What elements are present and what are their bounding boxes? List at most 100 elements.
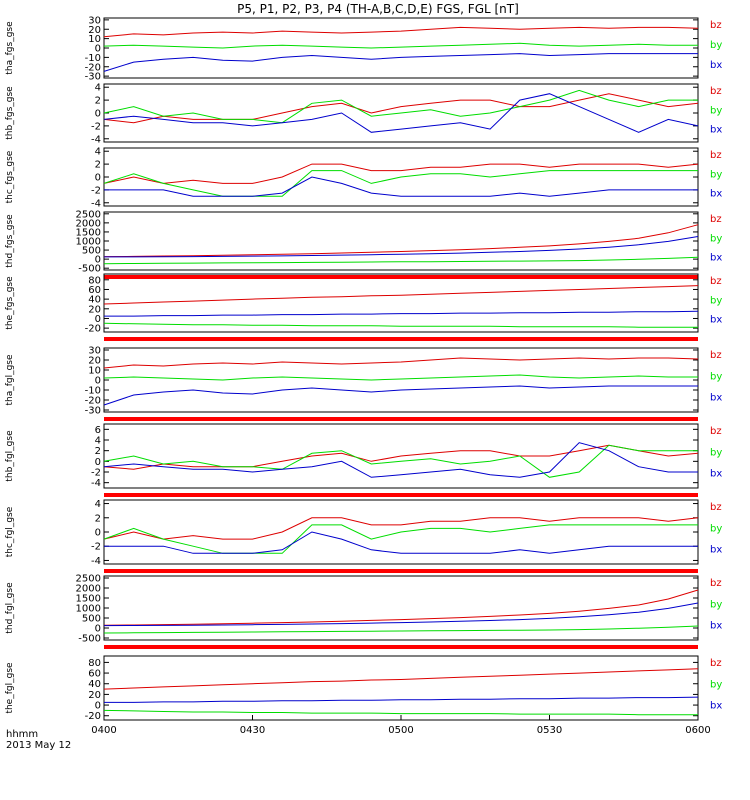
y-axis-label: tha_fgl_gse — [5, 354, 15, 406]
series-line-bz — [103, 93, 699, 124]
y-axis-label: the_fgl_gse — [5, 662, 15, 714]
y-tick-label: 10 — [88, 366, 101, 377]
series-line-bx — [103, 93, 699, 133]
series-line-by — [103, 322, 698, 328]
y-tick-label: 0 — [95, 255, 101, 266]
y-tick-label: -30 — [85, 406, 101, 417]
panel-frame — [103, 347, 699, 413]
y-tick-label: -500 — [78, 264, 101, 275]
x-tick-label: 0600 — [685, 725, 710, 736]
y-tick-label: 2 — [95, 513, 101, 524]
y-tick-label: 20 — [88, 304, 101, 315]
y-tick-label: -2 — [91, 185, 101, 196]
series-line-bz — [103, 589, 699, 626]
series-line-by — [103, 625, 699, 634]
y-tick-label: 60 — [88, 669, 101, 680]
legend-label-by: by — [710, 233, 722, 244]
legend-label-bx: bx — [710, 253, 722, 264]
series-line-bz — [103, 26, 699, 38]
y-tick-label: -20 — [85, 62, 101, 73]
x-tick-label: 0530 — [537, 725, 562, 736]
y-tick-label: 6 — [95, 425, 101, 436]
y-tick-label: 4 — [95, 147, 101, 158]
series-line-bx — [104, 531, 698, 554]
series-line-bx — [103, 53, 698, 72]
y-tick-label: -4 — [91, 198, 101, 209]
y-tick-label: 4 — [95, 499, 101, 510]
y-tick-label: 4 — [95, 83, 101, 94]
legend-label-by: by — [710, 105, 722, 116]
y-tick-label: 20 — [88, 25, 101, 36]
y-tick-label: 0 — [95, 314, 101, 325]
status-bar — [104, 645, 698, 649]
chart-title: P5, P1, P2, P3, P4 (TH-A,B,C,D,E) FGS, F… — [237, 2, 519, 16]
y-tick-label: 1000 — [76, 604, 101, 615]
y-tick-label: 0 — [95, 457, 101, 468]
y-tick-label: -4 — [91, 478, 101, 489]
legend-label-bx: bx — [710, 125, 722, 136]
legend-label-bz: bz — [710, 214, 722, 225]
y-tick-label: 2000 — [76, 218, 101, 229]
y-tick-label: 0 — [95, 376, 101, 387]
status-bar — [104, 493, 698, 497]
panel-frame — [103, 17, 699, 79]
y-axis-label: thc_fgl_gse — [5, 506, 15, 557]
legend-label-bx: bx — [710, 545, 722, 556]
panel-frame — [103, 423, 699, 489]
y-tick-label: -2 — [91, 468, 101, 479]
legend-label-by: by — [710, 371, 722, 382]
series-line-bx — [103, 385, 698, 406]
y-axis-label: tha_fgs_gse — [5, 21, 15, 75]
y-tick-label: -2 — [91, 121, 101, 132]
series-line-bz — [103, 285, 699, 305]
y-tick-label: 0 — [95, 109, 101, 120]
y-tick-label: 2 — [95, 446, 101, 457]
y-tick-label: -2 — [91, 542, 101, 553]
y-tick-label: -4 — [91, 134, 101, 145]
legend-label-bx: bx — [710, 621, 722, 632]
series-line-bx — [104, 310, 699, 317]
legend-label-bx: bx — [710, 469, 722, 480]
y-tick-label: 0 — [95, 624, 101, 635]
status-bar — [104, 275, 698, 279]
y-tick-label: 500 — [82, 246, 101, 257]
series-line-by — [103, 709, 698, 716]
y-tick-label: 1500 — [76, 594, 101, 605]
legend-label-bz: bz — [710, 150, 722, 161]
legend-label-bz: bz — [710, 426, 722, 437]
y-tick-label: 4 — [95, 436, 101, 447]
y-tick-label: -4 — [91, 556, 101, 567]
y-tick-label: 0 — [95, 173, 101, 184]
panel-thb_fgs_gse: 4 2 0-2 -4 thb_fgs_gse bz by bx — [5, 83, 722, 146]
y-tick-label: 2 — [95, 160, 101, 171]
y-tick-label: -10 — [85, 53, 101, 64]
legend-label-bx: bx — [710, 315, 722, 326]
y-axis-label: thc_fgs_gse — [5, 150, 15, 203]
date-label: 2013 May 12 — [6, 740, 71, 751]
y-tick-label: -30 — [85, 72, 101, 83]
x-tick-label: 0500 — [388, 725, 413, 736]
y-tick-label: -10 — [85, 386, 101, 397]
series-line-by — [103, 374, 698, 381]
x-tick-label: 0430 — [240, 725, 265, 736]
time-unit-label: hhmm — [6, 729, 38, 740]
series-line-bz — [103, 444, 699, 470]
y-tick-label: 0 — [95, 701, 101, 712]
legend-label-bz: bz — [710, 658, 722, 669]
x-tick-label: 0400 — [91, 725, 116, 736]
series-line-by — [103, 444, 698, 478]
y-tick-label: 80 — [88, 658, 101, 669]
y-tick-label: -20 — [85, 396, 101, 407]
series-line-by — [103, 524, 698, 554]
series-line-bx — [103, 602, 699, 627]
legend-label-by: by — [710, 523, 722, 534]
y-tick-label: 20 — [88, 690, 101, 701]
y-axis-label: thb_fgs_gse — [5, 86, 15, 140]
series-line-bz — [103, 224, 699, 258]
y-tick-label: 30 — [88, 15, 101, 26]
series-line-by — [103, 170, 698, 197]
y-axis-label: the_fgs_gse — [5, 276, 15, 330]
series-line-bz — [103, 357, 699, 369]
